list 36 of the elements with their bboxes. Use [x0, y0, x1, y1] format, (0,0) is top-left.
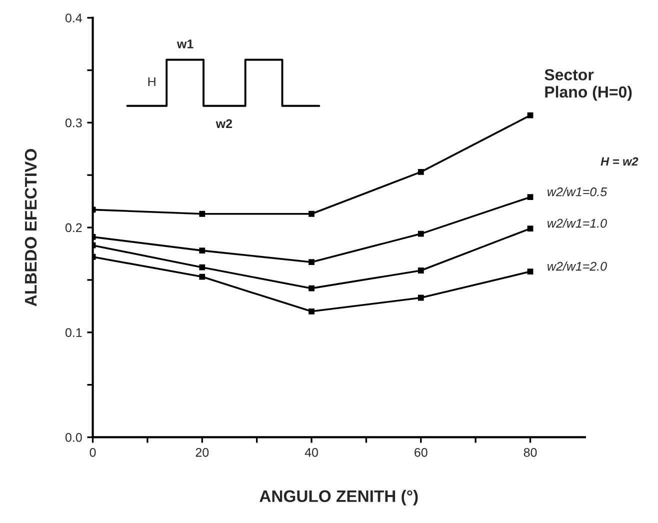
point [199, 264, 206, 270]
point [199, 248, 206, 254]
series-label: w2/w1=1.0 [548, 218, 607, 228]
point [199, 210, 206, 217]
point [527, 194, 534, 200]
x-tick-label: 20 [196, 448, 209, 457]
annotation: w1 [176, 40, 194, 48]
y-tick-label: 0.1 [65, 328, 82, 338]
x-tick-label: 80 [524, 448, 537, 457]
point [308, 210, 314, 217]
point [308, 308, 314, 314]
y-tick-label: 0.2 [65, 223, 82, 232]
series-label: Sector Plano (H=0) [544, 69, 632, 101]
y-axis-title: ALBEDO EFECTIVO [24, 149, 37, 306]
point [418, 294, 424, 301]
point [308, 285, 314, 292]
x-tick-label: 40 [304, 448, 318, 457]
x-tick-label: 60 [414, 448, 428, 457]
annotation: w2 [216, 119, 232, 128]
point [199, 274, 206, 280]
y-tick-label: 0.4 [65, 14, 82, 22]
series-label: w2/w1=0.5 [548, 187, 608, 196]
point [527, 112, 534, 118]
x-tick-label: 0 [90, 448, 96, 457]
point [418, 268, 424, 274]
point [418, 230, 424, 237]
text: H = w2 [600, 157, 638, 166]
point [308, 259, 314, 266]
point [527, 268, 534, 274]
annotation: H [148, 77, 156, 86]
y-tick-label: 0.3 [65, 118, 82, 128]
point [418, 168, 424, 175]
x-axis-title: ANGULO ZENITH (°) [260, 490, 418, 506]
point [527, 226, 534, 232]
y-tick-label: 0.0 [65, 433, 82, 442]
series-label: w2/w1=2.0 [548, 262, 607, 271]
